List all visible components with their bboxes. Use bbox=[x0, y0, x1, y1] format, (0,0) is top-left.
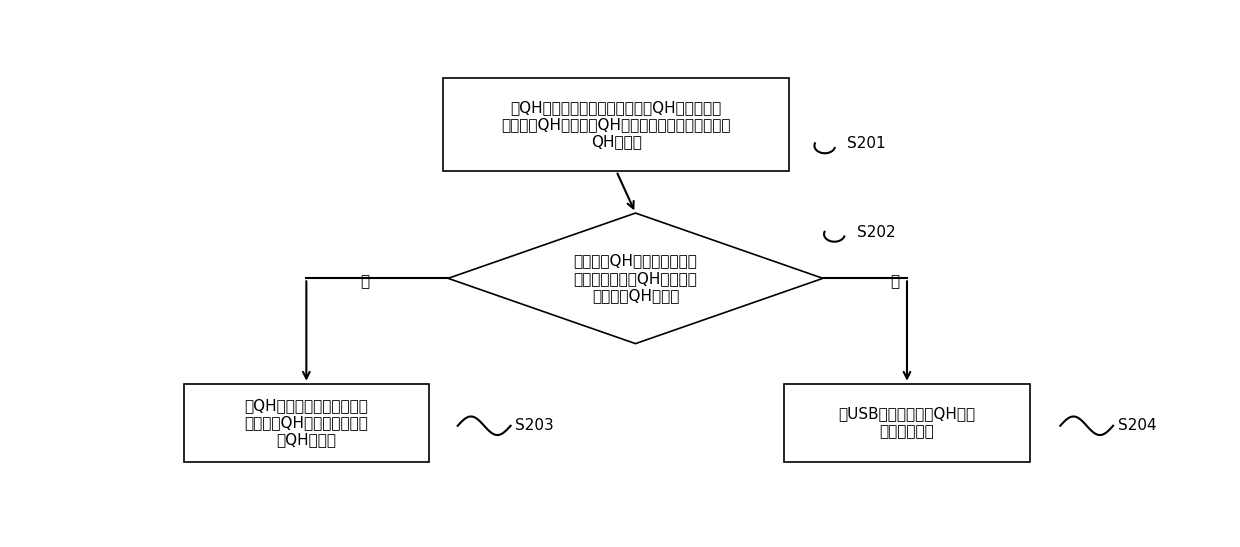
Text: 根据第三QH结构体的变量的
取值，确定第三QH结构体是
否为冗余QH结构体: 根据第三QH结构体的变量的 取值，确定第三QH结构体是 否为冗余QH结构体 bbox=[574, 253, 697, 303]
Text: 对USB设备执行第三QH结构
体对应的操作: 对USB设备执行第三QH结构 体对应的操作 bbox=[838, 406, 976, 439]
Text: S202: S202 bbox=[857, 224, 895, 240]
Text: 是: 是 bbox=[360, 274, 370, 289]
Text: 从QH结构体循环队列中读取
位于第三QH结构体之后的一
个QH结构体: 从QH结构体循环队列中读取 位于第三QH结构体之后的一 个QH结构体 bbox=[244, 398, 368, 447]
Text: 从QH结构体循环队列中读取第三QH结构体，其
中，第三QH结构体为QH结构体循环队列中的任一个
QH结构体: 从QH结构体循环队列中读取第三QH结构体，其 中，第三QH结构体为QH结构体循环… bbox=[501, 100, 732, 149]
Text: S204: S204 bbox=[1118, 418, 1157, 433]
Polygon shape bbox=[448, 213, 823, 344]
Text: S201: S201 bbox=[847, 136, 885, 151]
Bar bbox=[785, 383, 1029, 462]
Text: 否: 否 bbox=[890, 274, 899, 289]
Text: S203: S203 bbox=[516, 418, 554, 433]
Bar bbox=[444, 78, 789, 171]
Bar bbox=[184, 383, 429, 462]
